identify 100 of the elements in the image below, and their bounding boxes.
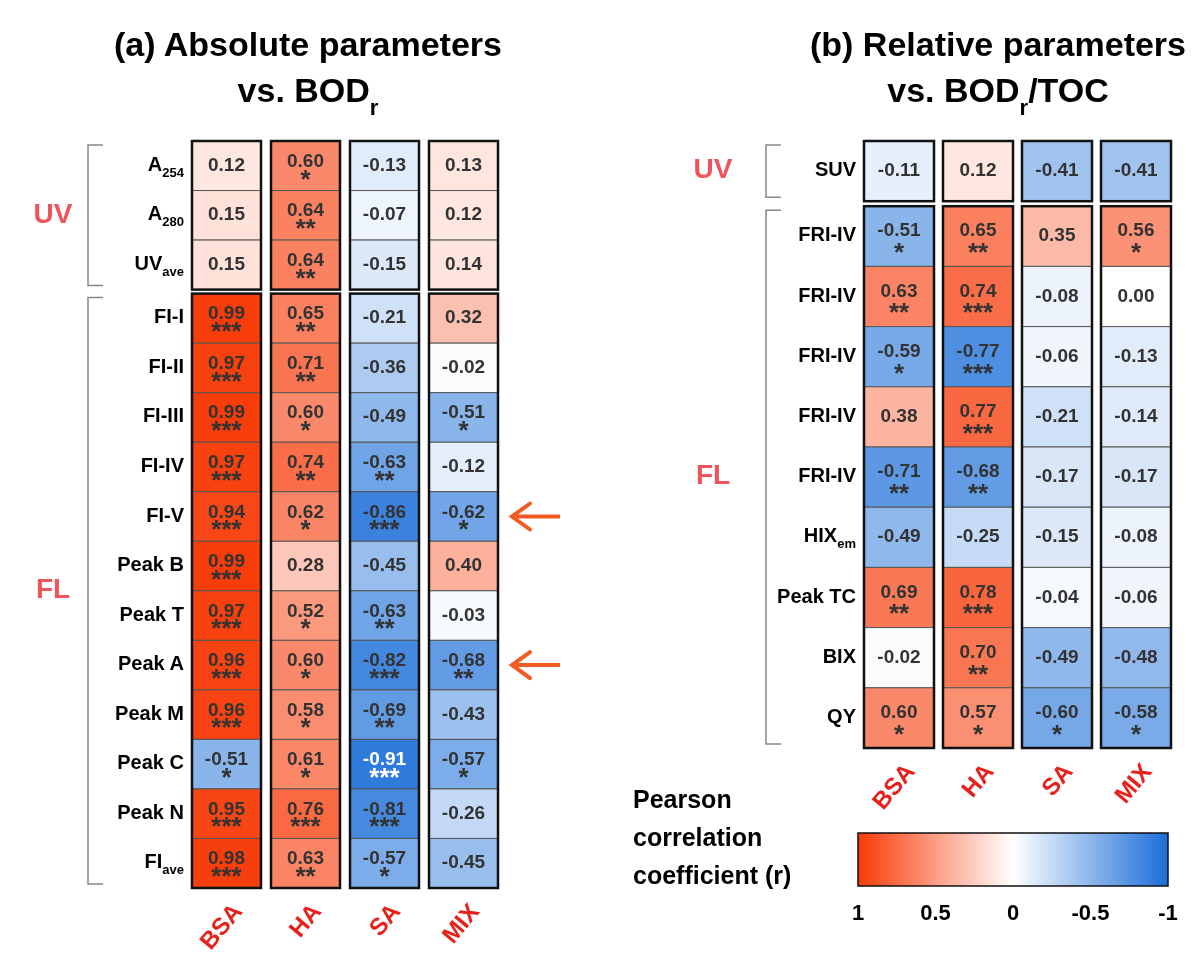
- data-label: 0.57 *: [959, 701, 997, 749]
- data-label: -0.41: [1035, 159, 1080, 181]
- data-label: -0.06: [1114, 585, 1158, 607]
- data-label: -0.02: [877, 645, 921, 667]
- data-label: -0.86 ***: [362, 500, 407, 545]
- data-label: 0.69 **: [880, 580, 918, 629]
- text: UV: [693, 153, 733, 185]
- data-label: -0.51 *: [877, 219, 922, 268]
- y-tick-label: Peak TC: [777, 584, 856, 607]
- y-tick-label: UV$_{ave}$: [134, 252, 184, 279]
- x-tick-label: SA: [1035, 757, 1078, 801]
- data-label: 0.12: [445, 203, 482, 225]
- data-label: -0.58 *: [1114, 701, 1158, 749]
- data-label: -0.17: [1114, 465, 1158, 487]
- color-bar-label: 1: [851, 900, 865, 925]
- data-label: 0.56 *: [1117, 219, 1155, 268]
- data-label: 0.65 **: [959, 219, 997, 268]
- y-tick-label: FRI-IV: [798, 283, 857, 306]
- data-label: 0.40: [445, 554, 482, 576]
- data-label: -0.68 **: [956, 460, 1000, 509]
- data-label: 0.60 *: [287, 401, 324, 446]
- x-tick-label: HA: [955, 757, 999, 802]
- data-label: 0.63 **: [880, 279, 918, 328]
- y-tick-label: FI-III: [142, 404, 184, 427]
- data-label: -0.59 *: [877, 339, 921, 388]
- y-tick-label: SUV: [814, 158, 857, 181]
- data-label: 0.13: [445, 153, 482, 175]
- data-label: 0.74 **: [287, 451, 325, 495]
- data-label: -0.26: [441, 801, 486, 823]
- data-label: 0.97 ***: [208, 451, 245, 495]
- data-label: -0.49: [877, 525, 921, 547]
- data-label: -0.15: [1035, 525, 1080, 547]
- y-tick-label: A$_{280}$: [147, 202, 184, 230]
- y-tick-label: FI-V: [146, 503, 185, 526]
- data-label: -0.11: [877, 159, 921, 181]
- data-label: 0.52 *: [287, 599, 324, 644]
- data-label: 0.64 **: [287, 248, 325, 293]
- data-label: -0.43: [441, 702, 486, 724]
- y-tick-label: BIX: [822, 644, 857, 667]
- data-label: 0.64 **: [287, 199, 325, 244]
- data-label: 0.32: [445, 306, 482, 328]
- data-label: -0.06: [1035, 344, 1079, 366]
- data-label: -0.49: [362, 405, 407, 427]
- data-label: -0.07: [362, 203, 407, 225]
- data-label: 0.96 ***: [208, 698, 245, 743]
- chart-title: (b) Relative parameters vs. BOD$_{r}$/TOC: [809, 25, 1187, 120]
- data-label: 0.99 ***: [208, 401, 245, 446]
- data-label: 0.94 ***: [208, 500, 246, 545]
- data-label: 0.38: [880, 404, 918, 426]
- y-tick-label: Peak C: [117, 751, 184, 774]
- data-label: 0.14: [445, 252, 483, 274]
- data-label: 0.98 ***: [208, 847, 245, 891]
- data-label: 0.60 *: [880, 701, 918, 749]
- data-label: -0.45: [441, 851, 486, 873]
- data-label: -0.08: [1114, 525, 1158, 547]
- data-label: -0.81 ***: [362, 797, 407, 842]
- data-label: -0.15: [362, 252, 407, 274]
- data-label: 0.00: [1117, 284, 1155, 306]
- data-label: 0.28: [287, 554, 324, 576]
- y-tick-label: Peak N: [117, 800, 184, 823]
- y-tick-label: Peak A: [118, 652, 184, 675]
- data-label: -0.63 **: [362, 451, 407, 495]
- data-label: -0.91 ***: [362, 748, 407, 792]
- data-label: -0.13: [362, 153, 407, 175]
- data-label: -0.17: [1035, 465, 1079, 487]
- data-label: 0.58 *: [287, 698, 324, 743]
- x-tick-label: SA: [363, 897, 406, 941]
- data-label: -0.14: [1114, 404, 1159, 426]
- data-label: -0.62 *: [441, 500, 486, 545]
- y-tick-label: HIX$_{em}$: [803, 524, 856, 552]
- data-label: -0.21: [362, 306, 407, 328]
- y-tick-label: FRI-IV: [798, 464, 857, 487]
- color-bar-title: Pearson correlation coefficient (r): [633, 785, 792, 889]
- data-label: 0.15: [208, 252, 246, 274]
- color-bar-label: -1: [1158, 900, 1178, 925]
- data-label: -0.21: [1035, 404, 1080, 426]
- text: FL: [695, 459, 731, 491]
- data-label: 0.61 *: [287, 748, 325, 792]
- data-label: 0.60 *: [287, 149, 324, 194]
- x-tick-label: HA: [283, 897, 327, 942]
- text: FL: [35, 573, 71, 605]
- data-label: -0.69 **: [362, 698, 407, 743]
- data-label: 0.97 ***: [208, 351, 245, 396]
- y-tick-label: FI-I: [154, 305, 184, 328]
- data-label: -0.12: [441, 454, 486, 476]
- data-label: -0.82 ***: [362, 649, 407, 693]
- data-label: 0.74 ***: [959, 279, 997, 328]
- data-label: -0.71 **: [877, 460, 922, 509]
- data-label: -0.49: [1035, 645, 1079, 667]
- color-bar-label: 0.5: [920, 900, 951, 925]
- data-label: -0.57 *: [441, 748, 486, 792]
- data-label: 0.35: [1038, 224, 1076, 246]
- data-label: 0.12: [959, 159, 997, 181]
- y-tick-label: Peak T: [119, 602, 184, 625]
- data-label: -0.68 **: [441, 649, 486, 693]
- data-label: -0.51 *: [204, 748, 249, 792]
- data-label: 0.12: [208, 153, 245, 175]
- y-tick-label: FRI-IV: [798, 343, 857, 366]
- data-label: 0.65 **: [287, 302, 325, 347]
- data-label: 0.99 ***: [208, 550, 245, 594]
